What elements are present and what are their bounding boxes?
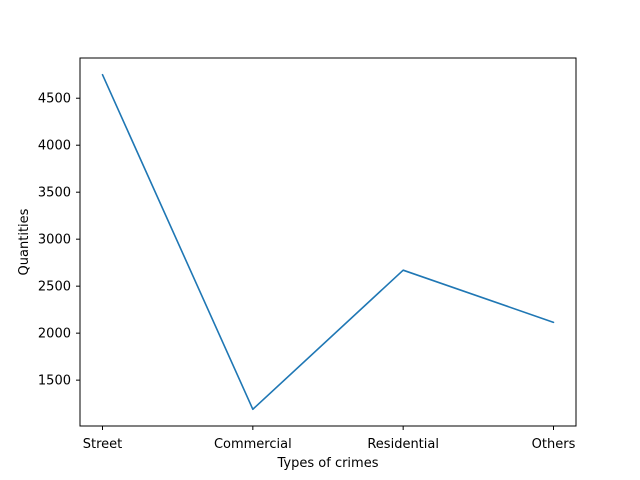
y-axis-title: Quantities <box>17 208 32 275</box>
y-axis-ticks: 1500 2000 2500 3000 3500 4000 4500 <box>38 92 80 389</box>
series-line <box>101 73 555 411</box>
x-axis-title: Types of crimes <box>277 456 379 471</box>
y-tick-label: 4000 <box>38 139 71 154</box>
series-layer <box>101 73 555 411</box>
x-tick-label: Commercial <box>214 437 292 452</box>
x-tick-label: Residential <box>367 437 439 452</box>
x-axis-ticks: Street Commercial Residential Others <box>83 426 576 452</box>
x-tick-label: Others <box>532 437 576 452</box>
plot-area <box>80 58 576 426</box>
y-tick-label: 3500 <box>38 186 71 201</box>
y-tick-label: 2000 <box>38 327 71 342</box>
x-tick-label: Street <box>83 437 123 452</box>
plot-frame <box>79 57 577 427</box>
y-tick-label: 1500 <box>38 374 71 389</box>
y-tick-label: 2500 <box>38 280 71 295</box>
y-tick-label: 4500 <box>38 92 71 107</box>
y-tick-label: 3000 <box>38 233 71 248</box>
